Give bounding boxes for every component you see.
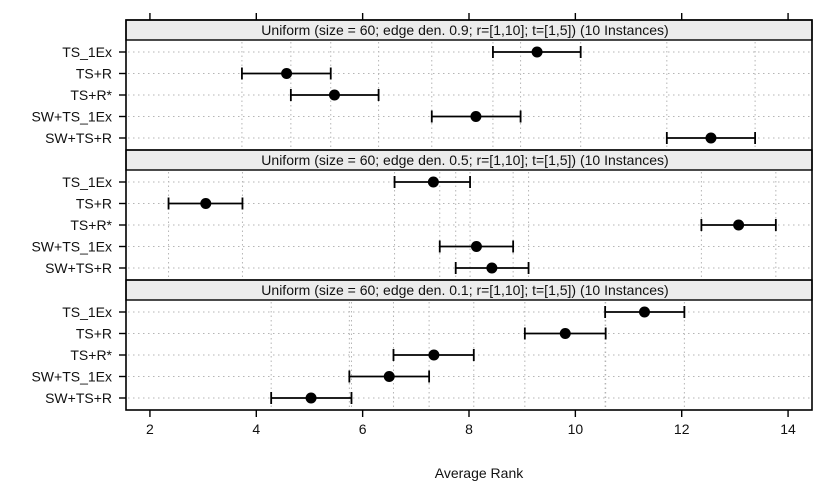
row-label: SW+TS_1Ex bbox=[31, 109, 112, 125]
x-tick-label: 4 bbox=[252, 421, 260, 437]
mean-point bbox=[486, 262, 498, 274]
mean-point bbox=[705, 132, 717, 144]
row-label: TS_1Ex bbox=[62, 44, 112, 60]
x-tick-label: 12 bbox=[674, 421, 690, 437]
row-label: SW+TS_1Ex bbox=[31, 239, 112, 255]
mean-point bbox=[559, 328, 571, 339]
mean-point bbox=[328, 89, 340, 101]
mean-point bbox=[427, 176, 439, 188]
row-label: TS+R* bbox=[70, 347, 112, 363]
row-label: SW+TS+R bbox=[45, 260, 112, 276]
row-label: TS_1Ex bbox=[62, 174, 112, 190]
mean-point bbox=[281, 68, 293, 79]
mean-point bbox=[200, 198, 212, 209]
row-label: SW+TS+R bbox=[45, 130, 112, 146]
panel-title: Uniform (size = 60; edge den. 0.1; r=[1,… bbox=[261, 282, 668, 298]
row-label: SW+TS_1Ex bbox=[31, 369, 112, 385]
x-tick-label: 2 bbox=[146, 421, 154, 437]
mean-point bbox=[383, 371, 395, 382]
x-tick-label: 6 bbox=[359, 421, 367, 437]
panel-3: Uniform (size = 60; edge den. 0.1; r=[1,… bbox=[31, 279, 813, 408]
panel-2: Uniform (size = 60; edge den. 0.5; r=[1,… bbox=[31, 149, 813, 278]
mean-point bbox=[638, 306, 650, 318]
mean-point bbox=[531, 46, 543, 58]
row-label: TS+R bbox=[76, 196, 112, 212]
mean-point bbox=[305, 392, 317, 404]
panel-layer: Uniform (size = 60; edge den. 0.9; r=[1,… bbox=[31, 19, 813, 408]
row-label: TS_1Ex bbox=[62, 304, 112, 320]
panel-title: Uniform (size = 60; edge den. 0.5; r=[1,… bbox=[261, 152, 668, 168]
x-tick-label: 14 bbox=[780, 421, 796, 437]
panel-title: Uniform (size = 60; edge den. 0.9; r=[1,… bbox=[261, 22, 668, 38]
x-tick-label: 8 bbox=[465, 421, 473, 437]
plot-frame bbox=[125, 19, 813, 411]
row-label: TS+R* bbox=[70, 87, 112, 103]
mean-point bbox=[733, 219, 745, 231]
panel-1: Uniform (size = 60; edge den. 0.9; r=[1,… bbox=[31, 19, 813, 148]
x-tick-label: 10 bbox=[568, 421, 584, 437]
row-label: TS+R bbox=[76, 66, 112, 82]
mean-point bbox=[470, 111, 482, 122]
axis-layer: 2 4 6 8 10 12 14 bbox=[125, 13, 813, 437]
row-label: SW+TS+R bbox=[45, 390, 112, 406]
row-label: TS+R* bbox=[70, 217, 112, 233]
mean-point bbox=[428, 349, 440, 361]
mean-point bbox=[470, 241, 482, 252]
x-axis-title: Average Rank bbox=[435, 465, 524, 481]
row-label: TS+R bbox=[76, 326, 112, 342]
